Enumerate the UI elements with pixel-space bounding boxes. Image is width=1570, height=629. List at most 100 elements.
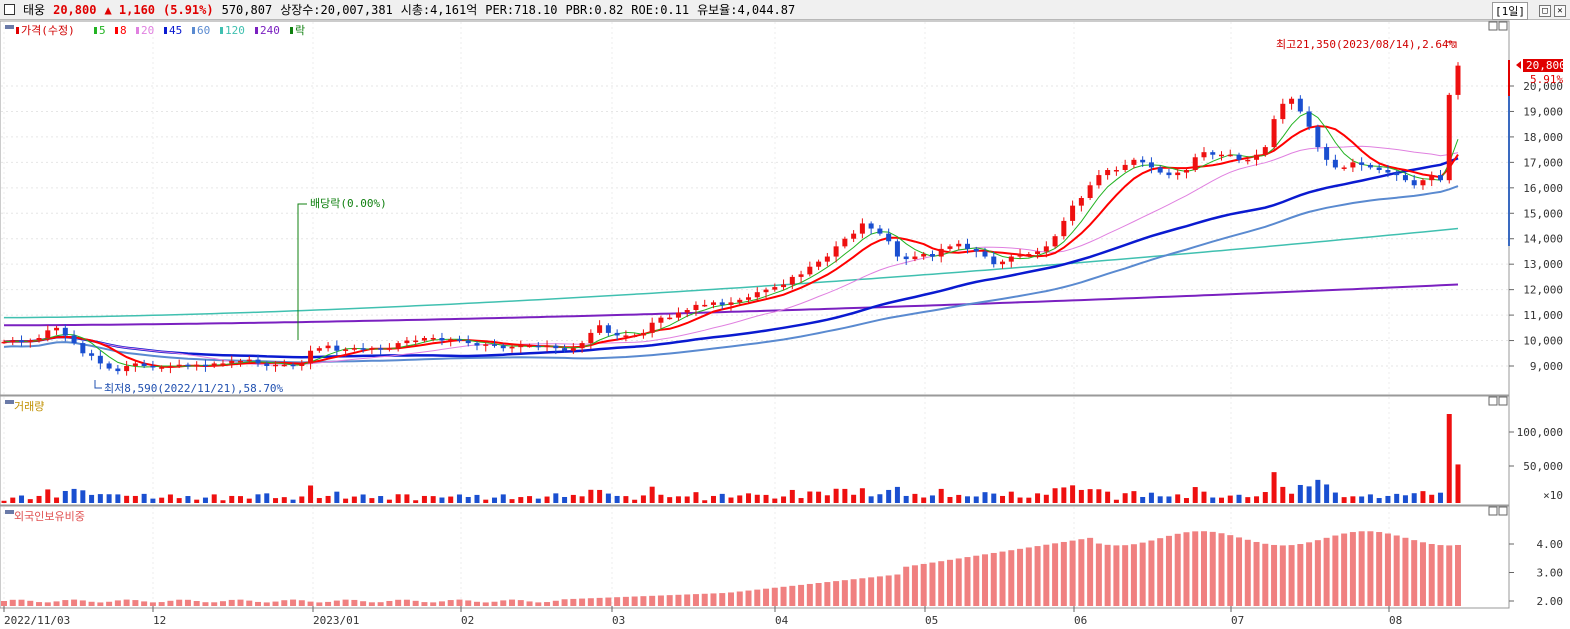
candle bbox=[106, 363, 112, 369]
candle bbox=[246, 359, 252, 362]
foreign-bar bbox=[1200, 531, 1207, 606]
foreign-bar bbox=[1209, 531, 1216, 606]
foreign-bar bbox=[719, 593, 726, 606]
volume-bar bbox=[1420, 491, 1426, 503]
current-price: 20,800 bbox=[53, 2, 97, 17]
candle bbox=[1262, 147, 1268, 155]
y-tick-label: 10,000 bbox=[1523, 335, 1563, 348]
x-label: 06 bbox=[1074, 614, 1087, 627]
foreign-bar bbox=[114, 600, 121, 606]
foreign-bar bbox=[193, 601, 200, 606]
x-label: 02 bbox=[461, 614, 474, 627]
candle bbox=[1087, 185, 1093, 198]
candle bbox=[737, 299, 743, 303]
candle bbox=[89, 353, 95, 356]
candle bbox=[588, 332, 594, 344]
volume-bar bbox=[929, 495, 935, 503]
foreign-bar bbox=[1104, 544, 1111, 606]
foreign-bar bbox=[1446, 545, 1453, 606]
foreign-bar bbox=[1008, 550, 1015, 606]
foreign-bar bbox=[1376, 532, 1383, 606]
candle bbox=[492, 344, 498, 346]
volume-bar bbox=[1280, 486, 1286, 503]
candle bbox=[1105, 170, 1111, 176]
foreign-bar bbox=[798, 584, 805, 606]
foreign-bar bbox=[1455, 544, 1461, 606]
foreign-bar bbox=[307, 601, 314, 606]
x-label: 08 bbox=[1389, 614, 1402, 627]
volume-bar bbox=[833, 488, 839, 503]
low-annotation: 최저8,590(2022/11/21),58.70% bbox=[104, 382, 284, 395]
foreign-bar bbox=[526, 601, 533, 606]
candle bbox=[579, 343, 585, 349]
foreign-bar bbox=[990, 552, 997, 606]
candle bbox=[10, 340, 16, 343]
candle bbox=[807, 266, 813, 275]
candle bbox=[623, 335, 629, 337]
candle bbox=[658, 317, 664, 323]
foreign-bar bbox=[377, 602, 384, 606]
candle bbox=[859, 223, 865, 234]
close-icon[interactable]: ✕ bbox=[1554, 5, 1566, 17]
foreign-bar bbox=[596, 597, 603, 606]
panel-handle-icon[interactable] bbox=[5, 25, 14, 29]
candle bbox=[886, 233, 892, 242]
foreign-bar bbox=[1043, 544, 1050, 606]
volume-bar bbox=[562, 496, 568, 503]
volume-bar bbox=[378, 496, 384, 503]
per-value: PER:718.10 bbox=[485, 2, 558, 17]
volume-bar bbox=[763, 494, 769, 503]
foreign-bar bbox=[1384, 533, 1391, 606]
candle bbox=[369, 348, 375, 350]
legend-marker bbox=[164, 27, 167, 34]
volume-bar bbox=[1245, 497, 1251, 503]
volume-bar bbox=[1236, 494, 1242, 503]
volume-bar bbox=[1394, 493, 1400, 503]
candle bbox=[947, 246, 953, 249]
candle bbox=[413, 340, 419, 343]
candle bbox=[220, 363, 226, 365]
foreign-bar bbox=[587, 598, 594, 606]
volume-bar bbox=[1035, 493, 1041, 503]
candle bbox=[763, 289, 769, 293]
candle bbox=[1227, 154, 1233, 157]
foreign-bar bbox=[430, 602, 437, 606]
foreign-bar bbox=[1314, 540, 1321, 606]
candle bbox=[693, 304, 699, 310]
volume-bar bbox=[343, 498, 349, 503]
candle bbox=[1236, 154, 1242, 160]
roe-value: ROE:0.11 bbox=[631, 2, 690, 17]
candle bbox=[1061, 220, 1067, 237]
foreign-bar bbox=[1288, 545, 1295, 606]
candle bbox=[1411, 180, 1417, 186]
foreign-bar bbox=[824, 582, 831, 606]
candle bbox=[710, 302, 716, 305]
candle bbox=[45, 330, 51, 338]
foreign-bar bbox=[657, 595, 664, 606]
candle bbox=[605, 325, 611, 333]
foreign-bar bbox=[342, 599, 349, 606]
candle bbox=[150, 366, 156, 368]
foreign-bar bbox=[141, 601, 148, 606]
volume-bar bbox=[132, 495, 138, 503]
panel-handle-icon[interactable] bbox=[5, 400, 14, 404]
checkbox[interactable] bbox=[4, 4, 15, 15]
foreign-bar bbox=[1165, 535, 1172, 606]
candle bbox=[1437, 175, 1443, 181]
foreign-bar bbox=[395, 599, 402, 606]
volume-bar bbox=[535, 498, 541, 503]
candle bbox=[1402, 175, 1408, 181]
period-selector[interactable]: [1일] bbox=[1492, 2, 1528, 20]
volume-bar bbox=[237, 496, 243, 503]
volume-bar bbox=[772, 498, 778, 503]
panel-buttons[interactable] bbox=[1488, 21, 1508, 516]
candle bbox=[1000, 261, 1006, 265]
foreign-bar bbox=[1367, 531, 1374, 606]
panel-handle-icon[interactable] bbox=[5, 510, 14, 514]
foreign-bar bbox=[1122, 545, 1129, 606]
maximize-icon[interactable]: □ bbox=[1539, 5, 1551, 17]
foreign-bar bbox=[946, 559, 953, 606]
foreign-bar bbox=[325, 601, 332, 606]
candle bbox=[544, 345, 550, 348]
